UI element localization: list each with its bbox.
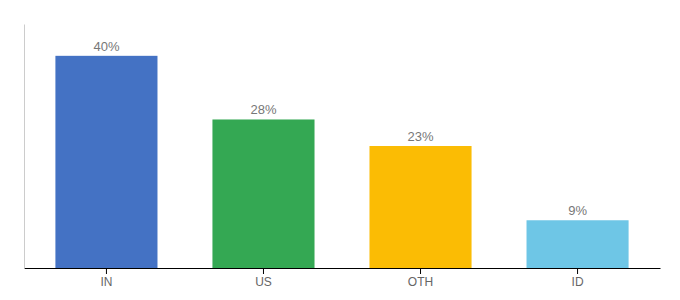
bars (55, 56, 628, 268)
data-labels: 40% 28% 23% 9% (93, 39, 587, 218)
bar (369, 146, 471, 268)
x-tick-label: IN (100, 275, 112, 289)
x-tick-mark (577, 268, 578, 274)
x-tick-mark (263, 268, 264, 274)
chart: 40% 28% 23% 9% IN US OTH ID (0, 0, 680, 300)
x-tick-label: OTH (408, 275, 433, 289)
data-label: 9% (568, 203, 587, 218)
x-axis: IN US OTH ID (25, 268, 661, 289)
x-tick: IN (100, 268, 112, 289)
x-tick-label: ID (572, 275, 584, 289)
plot: 40% 28% 23% 9% IN US OTH ID (25, 25, 661, 289)
x-tick: ID (572, 268, 584, 289)
x-axis-line (25, 268, 661, 269)
x-tick-mark (106, 268, 107, 274)
x-tick: US (255, 268, 272, 289)
data-label: 23% (408, 129, 434, 144)
data-label: 28% (250, 102, 276, 117)
bar (55, 56, 157, 268)
x-tick-mark (420, 268, 421, 274)
bar (527, 220, 629, 268)
data-label: 40% (93, 39, 119, 54)
y-axis (24, 25, 25, 269)
x-tick-label: US (255, 275, 272, 289)
x-tick: OTH (408, 268, 433, 289)
bar (212, 119, 314, 268)
y-axis-line (24, 25, 25, 269)
